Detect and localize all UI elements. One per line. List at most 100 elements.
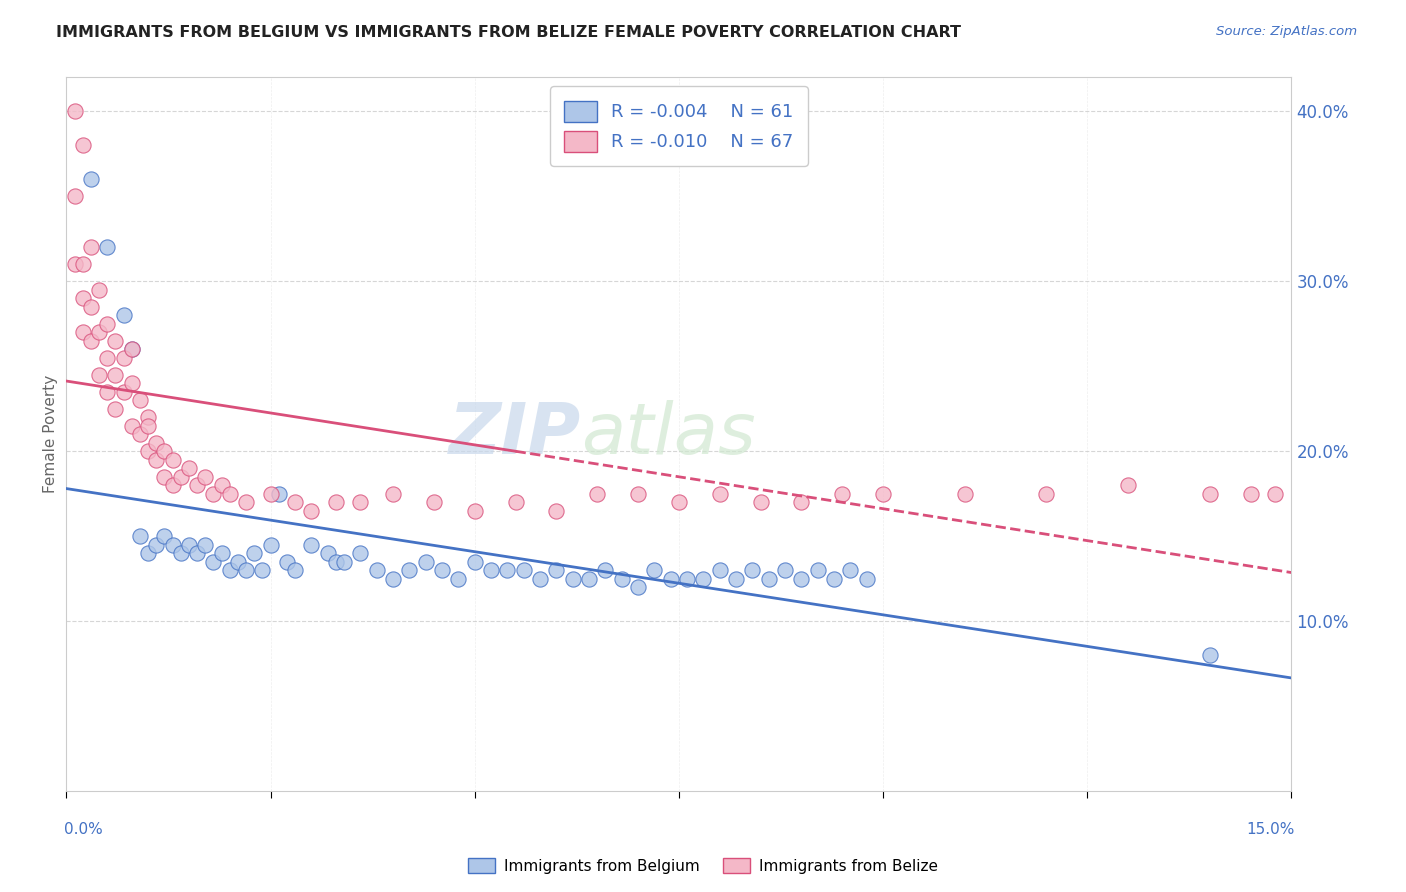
Point xyxy=(87,368,110,382)
Point xyxy=(741,563,763,577)
Point xyxy=(807,563,830,577)
Point xyxy=(104,401,127,416)
Text: 15.0%: 15.0% xyxy=(1246,822,1295,837)
Point xyxy=(211,478,233,492)
Point xyxy=(595,563,617,577)
Point xyxy=(226,555,249,569)
Point xyxy=(430,563,453,577)
Point xyxy=(63,189,86,203)
Point xyxy=(284,495,307,509)
Point xyxy=(349,546,371,560)
Point xyxy=(129,393,152,408)
Point xyxy=(1239,487,1261,501)
Point xyxy=(63,104,86,119)
Text: ZIP: ZIP xyxy=(449,400,581,469)
Point xyxy=(177,538,200,552)
Point xyxy=(153,444,176,458)
Point xyxy=(790,572,813,586)
Point xyxy=(586,487,609,501)
Point xyxy=(145,453,167,467)
Point xyxy=(505,495,527,509)
Point xyxy=(676,572,699,586)
Text: Source: ZipAtlas.com: Source: ZipAtlas.com xyxy=(1216,25,1357,38)
Point xyxy=(218,487,240,501)
Point xyxy=(177,461,200,475)
Point xyxy=(162,478,184,492)
Point xyxy=(709,563,731,577)
Point xyxy=(790,495,813,509)
Point xyxy=(136,418,159,433)
Point xyxy=(153,529,176,543)
Point xyxy=(259,538,281,552)
Point xyxy=(349,495,371,509)
Point xyxy=(284,563,307,577)
Point xyxy=(211,546,233,560)
Point xyxy=(447,572,470,586)
Point xyxy=(1264,487,1286,501)
Point xyxy=(121,343,143,357)
Point xyxy=(87,283,110,297)
Point xyxy=(112,309,135,323)
Point xyxy=(72,292,94,306)
Y-axis label: Female Poverty: Female Poverty xyxy=(44,376,58,493)
Point xyxy=(153,470,176,484)
Point xyxy=(668,495,690,509)
Point xyxy=(529,572,551,586)
Point xyxy=(546,563,568,577)
Point xyxy=(464,555,486,569)
Point xyxy=(276,555,298,569)
Point xyxy=(252,563,274,577)
Point xyxy=(202,487,225,501)
Point xyxy=(145,538,167,552)
Point xyxy=(129,529,152,543)
Point xyxy=(301,504,323,518)
Point xyxy=(121,376,143,391)
Point xyxy=(121,418,143,433)
Text: 0.0%: 0.0% xyxy=(63,822,103,837)
Point xyxy=(96,240,118,254)
Point xyxy=(709,487,731,501)
Point xyxy=(758,572,780,586)
Point xyxy=(627,580,650,594)
Point xyxy=(243,546,266,560)
Point xyxy=(423,495,446,509)
Point xyxy=(80,172,103,186)
Point xyxy=(63,257,86,271)
Point xyxy=(104,368,127,382)
Point xyxy=(398,563,420,577)
Point xyxy=(325,495,347,509)
Point xyxy=(80,334,103,348)
Point xyxy=(235,563,257,577)
Point xyxy=(202,555,225,569)
Point xyxy=(773,563,796,577)
Point xyxy=(382,572,405,586)
Point xyxy=(80,240,103,254)
Point xyxy=(725,572,748,586)
Point xyxy=(104,334,127,348)
Point xyxy=(72,257,94,271)
Point xyxy=(186,546,208,560)
Point xyxy=(72,326,94,340)
Point xyxy=(479,563,502,577)
Point xyxy=(643,563,665,577)
Point xyxy=(1198,648,1220,663)
Point xyxy=(112,351,135,365)
Point xyxy=(194,470,217,484)
Point xyxy=(513,563,536,577)
Text: atlas: atlas xyxy=(581,400,755,469)
Point xyxy=(1035,487,1057,501)
Point xyxy=(218,563,240,577)
Point xyxy=(872,487,894,501)
Point xyxy=(823,572,845,586)
Point xyxy=(831,487,853,501)
Point xyxy=(72,138,94,153)
Text: IMMIGRANTS FROM BELGIUM VS IMMIGRANTS FROM BELIZE FEMALE POVERTY CORRELATION CHA: IMMIGRANTS FROM BELGIUM VS IMMIGRANTS FR… xyxy=(56,25,962,40)
Point xyxy=(96,317,118,331)
Point xyxy=(839,563,862,577)
Point xyxy=(333,555,356,569)
Point xyxy=(610,572,633,586)
Point xyxy=(627,487,650,501)
Point xyxy=(235,495,257,509)
Legend: R = -0.004    N = 61, R = -0.010    N = 67: R = -0.004 N = 61, R = -0.010 N = 67 xyxy=(550,87,808,166)
Point xyxy=(170,546,193,560)
